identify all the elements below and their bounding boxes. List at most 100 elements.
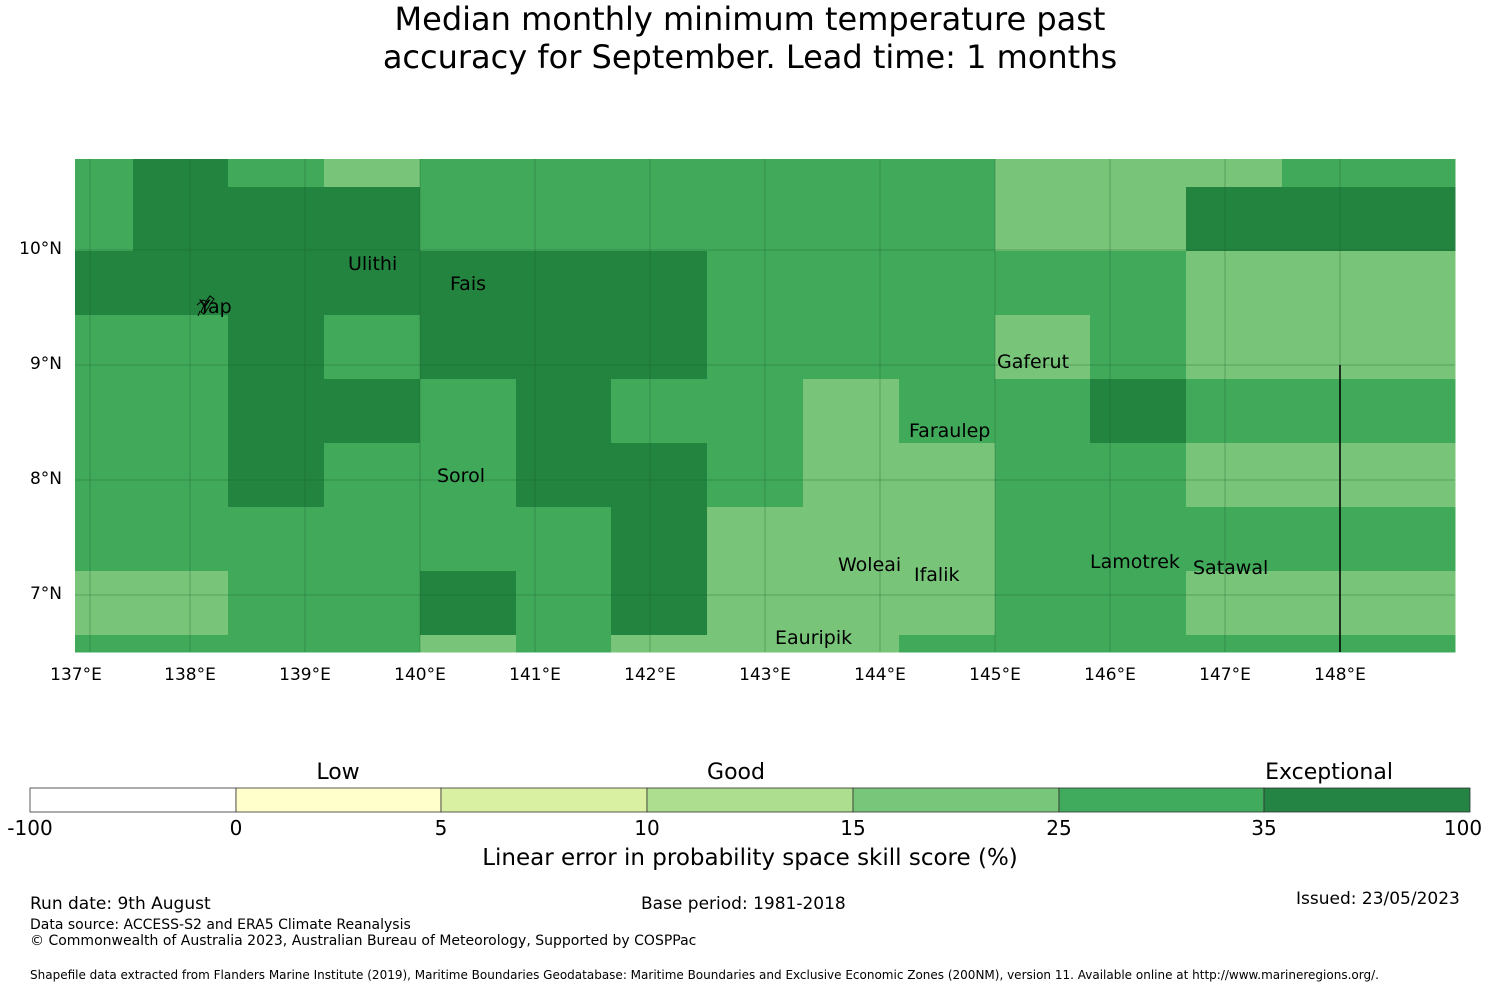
skill-cell xyxy=(1090,315,1187,380)
skill-cell xyxy=(611,315,708,380)
place-yap: Yap xyxy=(199,296,232,318)
skill-cell xyxy=(707,443,804,508)
skill-cell xyxy=(516,443,612,508)
skill-cell xyxy=(803,379,900,444)
skill-cell xyxy=(420,571,517,636)
issued-date: Issued: 23/05/2023 xyxy=(1296,889,1460,909)
skill-cell xyxy=(611,159,708,188)
skill-cell xyxy=(228,159,325,188)
skill-cell xyxy=(1378,187,1456,252)
skill-cell xyxy=(133,187,229,252)
skill-cell xyxy=(707,315,804,380)
skill-cell xyxy=(133,379,229,444)
skill-cell xyxy=(1186,571,1283,636)
skill-cell xyxy=(75,571,134,636)
skill-cell xyxy=(1378,315,1456,380)
skill-cell xyxy=(324,159,421,188)
skill-cell xyxy=(1186,251,1283,316)
place-woleai: Woleai xyxy=(838,554,902,576)
skill-cell xyxy=(1378,635,1456,653)
lon-label-144e: 144°E xyxy=(854,665,906,685)
lon-label-140e: 140°E xyxy=(394,665,446,685)
skill-cell xyxy=(707,187,804,252)
place-sorol: Sorol xyxy=(437,465,485,487)
place-ulithi: Ulithi xyxy=(348,253,398,275)
skill-cell xyxy=(803,635,900,653)
skill-cell xyxy=(707,251,804,316)
skill-cell xyxy=(995,443,1091,508)
run-date: Run date: 9th August xyxy=(30,894,211,914)
lon-label-137e: 137°E xyxy=(50,665,102,685)
skill-cell xyxy=(1282,635,1379,653)
skill-cell xyxy=(1282,443,1379,508)
skill-cell xyxy=(611,443,708,508)
skill-grid-cells xyxy=(75,159,1456,653)
lat-label-10n: 10°N xyxy=(19,239,62,259)
skill-cell xyxy=(516,507,612,572)
colorbar-category-low: Low xyxy=(316,760,360,785)
skill-cell xyxy=(420,379,517,444)
lon-label-143e: 143°E xyxy=(739,665,791,685)
base-period: Base period: 1981-2018 xyxy=(641,894,846,914)
lon-label-139e: 139°E xyxy=(279,665,331,685)
skill-cell xyxy=(228,315,325,380)
place-fais: Fais xyxy=(450,273,487,295)
colorbar-tick: 35 xyxy=(1251,816,1277,840)
skill-cell xyxy=(611,379,708,444)
skill-cell xyxy=(75,443,134,508)
colorbar-tick: 25 xyxy=(1046,816,1072,840)
colorbar-tick: 10 xyxy=(634,816,660,840)
skill-cell xyxy=(995,571,1091,636)
skill-cell xyxy=(899,571,996,636)
skill-cell xyxy=(324,187,421,252)
skill-cell xyxy=(1090,443,1187,508)
skill-cell xyxy=(1282,507,1379,572)
skill-cell xyxy=(707,507,804,572)
colorbar-segment xyxy=(646,787,854,813)
skill-cell xyxy=(133,571,229,636)
skill-cell xyxy=(1282,379,1379,444)
colorbar-segment xyxy=(440,787,648,813)
skill-cell xyxy=(611,507,708,572)
skill-cell xyxy=(899,443,996,508)
skill-cell xyxy=(803,507,900,572)
colorbar-tick: 5 xyxy=(434,816,448,840)
skill-cell xyxy=(899,507,996,572)
skill-cell xyxy=(133,159,229,188)
lon-label-147e: 147°E xyxy=(1199,665,1251,685)
skill-cell xyxy=(516,635,612,653)
skill-cell xyxy=(899,635,996,653)
skill-cell xyxy=(1090,251,1187,316)
skill-cell xyxy=(420,635,517,653)
skill-cell xyxy=(420,507,517,572)
skill-cell xyxy=(1090,379,1187,444)
skill-cell xyxy=(75,635,134,653)
place-lamotrek: Lamotrek xyxy=(1090,551,1180,573)
skill-cell xyxy=(707,635,804,653)
skill-cell xyxy=(1186,315,1283,380)
skill-cell xyxy=(707,571,804,636)
skill-cell xyxy=(133,315,229,380)
skill-cell xyxy=(133,251,229,316)
skill-cell xyxy=(324,315,421,380)
skill-cell xyxy=(324,635,421,653)
lon-label-146e: 146°E xyxy=(1084,665,1136,685)
skill-cell xyxy=(1282,159,1379,188)
skill-cell xyxy=(1186,635,1283,653)
shapefile-credit: Shapefile data extracted from Flanders M… xyxy=(30,968,1379,982)
lon-label-145e: 145°E xyxy=(969,665,1021,685)
skill-cell xyxy=(1282,571,1379,636)
colorbar-segment xyxy=(1263,787,1471,813)
skill-cell xyxy=(803,571,900,636)
skill-cell xyxy=(75,315,134,380)
skill-cell xyxy=(75,159,134,188)
copyright: © Commonwealth of Australia 2023, Austra… xyxy=(30,933,697,949)
skill-cell xyxy=(1090,571,1187,636)
skill-cell xyxy=(611,251,708,316)
skill-cell xyxy=(899,187,996,252)
skill-cell xyxy=(1090,159,1187,188)
skill-cell xyxy=(995,635,1091,653)
skill-cell xyxy=(324,507,421,572)
yap-island-shape xyxy=(196,295,215,317)
